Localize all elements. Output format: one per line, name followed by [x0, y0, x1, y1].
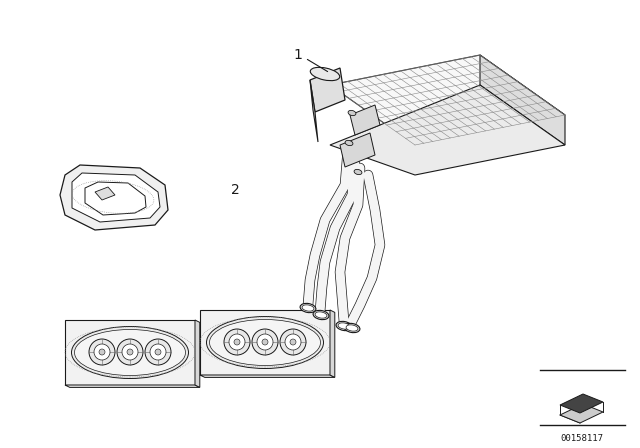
Ellipse shape: [74, 329, 186, 375]
Circle shape: [122, 344, 138, 360]
Ellipse shape: [348, 110, 356, 116]
Circle shape: [99, 349, 105, 355]
Circle shape: [280, 329, 306, 355]
Polygon shape: [340, 133, 375, 167]
Polygon shape: [195, 320, 200, 388]
Circle shape: [285, 334, 301, 350]
Text: 2: 2: [230, 183, 239, 197]
Ellipse shape: [207, 316, 323, 369]
Circle shape: [94, 344, 110, 360]
Circle shape: [252, 329, 278, 355]
Circle shape: [145, 339, 171, 365]
Polygon shape: [72, 173, 160, 222]
Text: 1: 1: [294, 48, 303, 62]
Polygon shape: [560, 404, 603, 423]
Polygon shape: [310, 68, 345, 112]
Circle shape: [127, 349, 133, 355]
Ellipse shape: [315, 312, 327, 318]
Polygon shape: [330, 55, 565, 145]
Polygon shape: [65, 385, 200, 388]
Polygon shape: [200, 375, 335, 377]
Polygon shape: [60, 165, 168, 230]
Polygon shape: [350, 105, 380, 135]
Ellipse shape: [300, 303, 316, 313]
Polygon shape: [480, 55, 565, 145]
Ellipse shape: [346, 325, 358, 331]
Polygon shape: [310, 80, 318, 142]
Circle shape: [262, 339, 268, 345]
Ellipse shape: [72, 327, 189, 379]
Circle shape: [257, 334, 273, 350]
Polygon shape: [65, 320, 195, 385]
Polygon shape: [85, 182, 146, 215]
Ellipse shape: [344, 323, 360, 333]
Circle shape: [229, 334, 245, 350]
Circle shape: [224, 329, 250, 355]
Ellipse shape: [354, 169, 362, 175]
Circle shape: [117, 339, 143, 365]
Polygon shape: [560, 394, 603, 413]
Ellipse shape: [336, 321, 352, 331]
Polygon shape: [95, 187, 115, 200]
Circle shape: [234, 339, 240, 345]
Circle shape: [89, 339, 115, 365]
Circle shape: [290, 339, 296, 345]
Ellipse shape: [209, 319, 321, 366]
Text: 00158117: 00158117: [561, 434, 604, 443]
Circle shape: [150, 344, 166, 360]
Ellipse shape: [345, 140, 353, 146]
Ellipse shape: [338, 323, 350, 329]
Polygon shape: [330, 310, 335, 377]
Circle shape: [155, 349, 161, 355]
Polygon shape: [200, 310, 330, 375]
Ellipse shape: [313, 310, 329, 319]
Ellipse shape: [302, 305, 314, 311]
Polygon shape: [330, 85, 565, 175]
Ellipse shape: [310, 67, 340, 81]
